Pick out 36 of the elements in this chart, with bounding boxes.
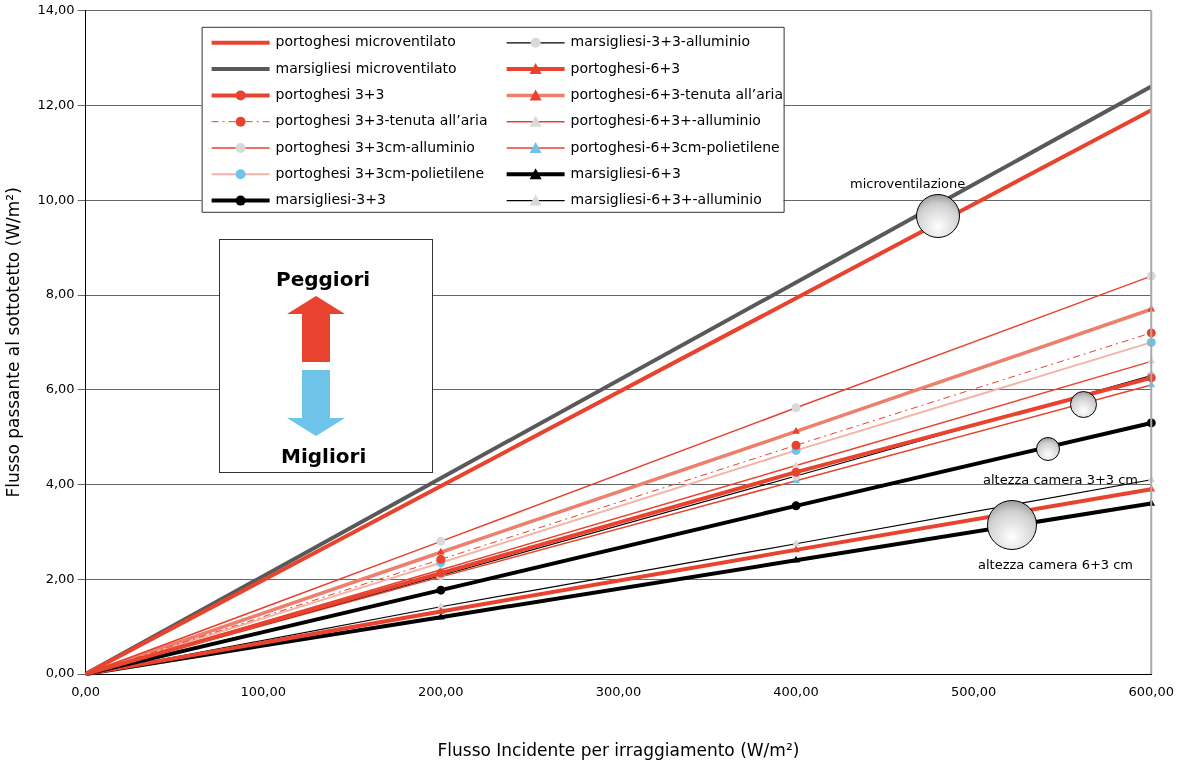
- y-tick-label: 0,00: [45, 665, 75, 681]
- legend-label: portoghesi-6+3-tenuta all’aria: [570, 86, 784, 103]
- x-tick-label: 600,00: [1128, 684, 1175, 700]
- annotation: Migliori: [281, 444, 367, 468]
- y-tick-label: 6,00: [45, 381, 75, 397]
- legend-label: portoghesi 3+3: [275, 86, 385, 103]
- x-tick-label: 200,00: [418, 684, 464, 700]
- legend-label: marsigliesi microventilato: [275, 59, 457, 76]
- legend-label: portoghesi 3+3-tenuta all’aria: [275, 112, 488, 129]
- legend-label: portoghesi 3+3cm-alluminio: [275, 138, 475, 155]
- x-tick-label: 100,00: [240, 684, 286, 700]
- x-tick-label: 300,00: [595, 684, 642, 700]
- x-tick-label: 0,00: [71, 684, 101, 700]
- y-tick-label: 14,00: [37, 2, 75, 18]
- legend-label: portoghesi-6+3: [570, 59, 681, 76]
- legend-label: marsigliesi-3+3-alluminio: [570, 33, 750, 50]
- legend-label: portoghesi 3+3cm-polietilene: [275, 164, 485, 181]
- annotation: microventilazione: [850, 176, 966, 191]
- x-axis-title: Flusso Incidente per irraggiamento (W/m²): [437, 740, 800, 761]
- legend-label: portoghesi-6+3cm-polietilene: [570, 138, 780, 155]
- x-tick-label: 500,00: [950, 684, 997, 700]
- y-tick-label: 10,00: [37, 191, 75, 207]
- legend-label: marsigliesi-6+3: [570, 164, 681, 181]
- y-tick-label: 2,00: [45, 570, 75, 586]
- annotation: Peggiori: [276, 267, 371, 291]
- legend-label: marsigliesi-6+3+-alluminio: [570, 191, 762, 208]
- y-tick-label: 12,00: [37, 96, 75, 112]
- y-tick-label: 8,00: [45, 286, 75, 302]
- annotation: altezza camera 6+3 cm: [978, 557, 1134, 572]
- y-axis-title: Flusso passante al sottotetto (W/m²): [2, 187, 23, 498]
- x-tick-label: 400,00: [773, 684, 819, 700]
- y-tick-label: 4,00: [45, 475, 75, 491]
- annotation: altezza camera 3+3 cm: [983, 472, 1139, 487]
- legend-label: portoghesi microventilato: [275, 33, 456, 50]
- legend-label: marsigliesi-3+3: [275, 191, 386, 208]
- legend-label: portoghesi-6+3+-alluminio: [570, 112, 761, 129]
